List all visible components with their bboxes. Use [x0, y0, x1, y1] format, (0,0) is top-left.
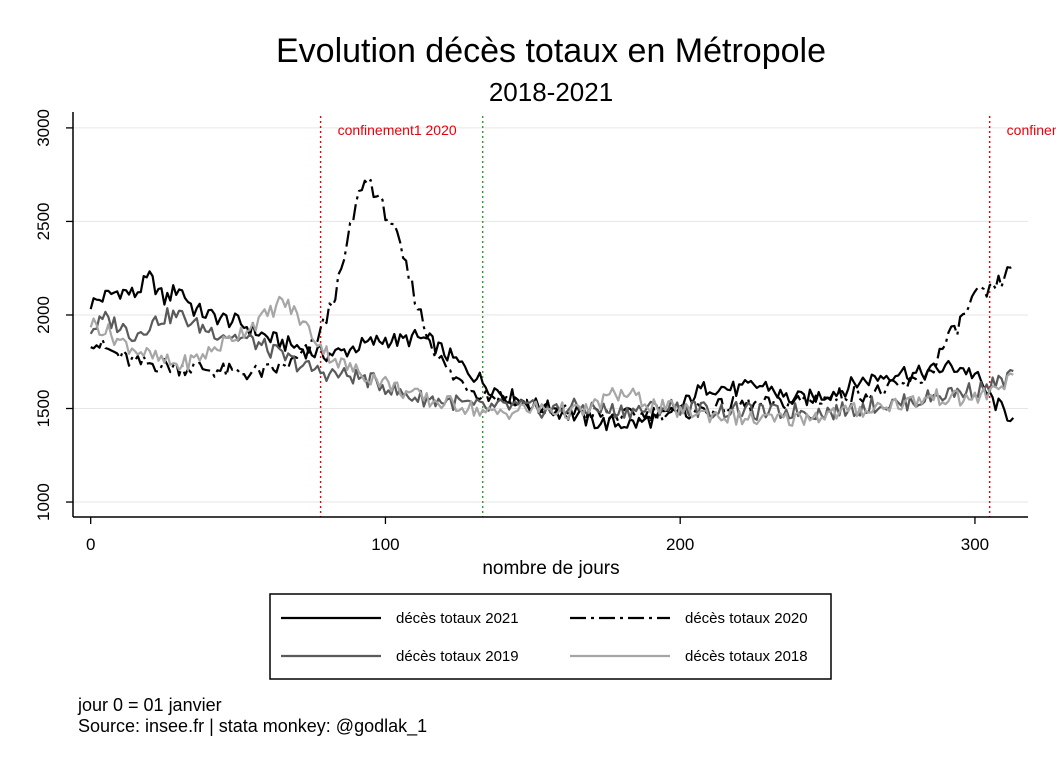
- y-tick-label-1500: 1500: [34, 390, 53, 428]
- tick-labels: 1000 1500 2000 2500 3000 0 100 200 300: [34, 109, 989, 554]
- y-tick-label-2500: 2500: [34, 203, 53, 241]
- series-lines: [89, 179, 1015, 432]
- series-line-2: [90, 179, 1014, 424]
- legend-label-2: décès totaux 2020: [685, 610, 808, 627]
- legend: décès totaux 2021 décès totaux 2020 décès …: [281, 610, 808, 665]
- y-tick-label-1000: 1000: [34, 483, 53, 521]
- x-axis-label: nombre de jours: [482, 558, 619, 579]
- axes: [66, 112, 1028, 524]
- x-tick-label-0: 0: [86, 535, 95, 554]
- legend-label-3: décès totaux 2019: [396, 648, 519, 665]
- legend-label-1: décès totaux 2021: [396, 610, 519, 627]
- x-tick-label-100: 100: [371, 535, 399, 554]
- legend-box: [269, 593, 832, 680]
- y-tick-label-3000: 3000: [34, 109, 53, 147]
- reference-line-label-3: confinement2 2020: [1007, 122, 1056, 138]
- grid-lines: [73, 127, 1028, 503]
- series-line-4: [89, 295, 1014, 427]
- reference-line-label-1: confinement1 2020: [338, 122, 457, 138]
- chart-title: Evolution décès totaux en Métropole: [276, 32, 826, 70]
- reference-lines: confinement1 2020 confinement2 2020: [319, 116, 1056, 517]
- y-tick-label-2000: 2000: [34, 296, 53, 334]
- legend-label-4: décès totaux 2018: [685, 648, 808, 665]
- chart-subtitle: 2018-2021: [489, 77, 613, 107]
- x-tick-label-200: 200: [666, 535, 694, 554]
- note-source: Source: insee.fr | stata monkey: @godlak…: [78, 716, 428, 736]
- note-day-zero: jour 0 = 01 janvier: [78, 695, 222, 715]
- x-tick-label-300: 300: [961, 535, 989, 554]
